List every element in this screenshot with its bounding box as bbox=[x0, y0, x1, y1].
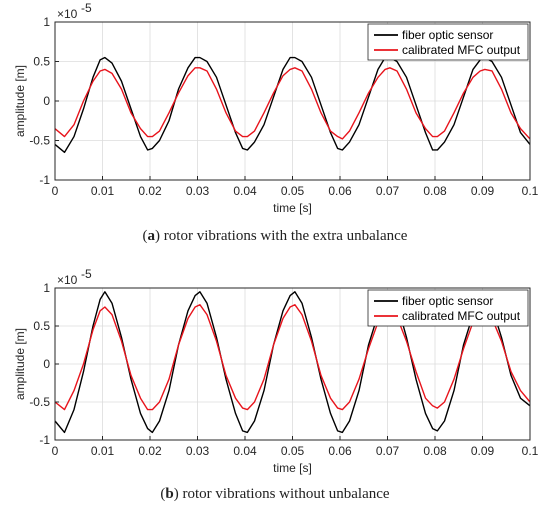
chart-a-ytick-label-3: 0.5 bbox=[33, 55, 50, 69]
chart-b-xtick-label-3: 0.03 bbox=[186, 444, 210, 458]
chart-b-xlabel: time [s] bbox=[273, 461, 312, 475]
chart-b-legend-label-0: fiber optic sensor bbox=[402, 294, 493, 308]
chart-b-y-multiplier: ×10 bbox=[57, 273, 78, 287]
chart-a-legend-box bbox=[367, 23, 529, 61]
chart-a-xtick-label-3: 0.03 bbox=[186, 184, 210, 198]
chart-b-xtick-label-10: 0.1 bbox=[522, 444, 539, 458]
chart-a-legend-label-1: calibrated MFC output bbox=[402, 43, 521, 57]
chart-a-xtick-label-7: 0.07 bbox=[376, 184, 400, 198]
chart-a-xtick-label-2: 0.02 bbox=[138, 184, 162, 198]
chart-b-xtick-label-0: 0 bbox=[52, 444, 59, 458]
chart-a-xlabel: time [s] bbox=[273, 201, 312, 215]
chart-b-ytick-label-3: 0.5 bbox=[33, 319, 50, 333]
chart-b-legend-label-1: calibrated MFC output bbox=[402, 309, 521, 323]
caption-a-letter: a bbox=[147, 228, 156, 244]
caption-a-text: rotor vibrations with the extra unbalanc… bbox=[163, 228, 408, 244]
chart-b-ytick-label-2: 0 bbox=[43, 357, 50, 371]
chart-a-xtick-label-4: 0.04 bbox=[233, 184, 257, 198]
chart-a-series-fiber-optic bbox=[54, 56, 531, 154]
chart-a-xtick-label-8: 0.08 bbox=[423, 184, 447, 198]
chart-a-xtick-label-0: 0 bbox=[52, 184, 59, 198]
chart-b-series-mfc bbox=[54, 304, 531, 411]
chart-a-xtick-label-10: 0.1 bbox=[522, 184, 539, 198]
chart-a-ytick-label-2: 0 bbox=[43, 94, 50, 108]
chart-b-ytick-label-4: 1 bbox=[43, 281, 50, 295]
chart-b-xtick-label-7: 0.07 bbox=[376, 444, 400, 458]
chart-a-ytick-label-0: -1 bbox=[39, 173, 50, 187]
caption-b: (b) rotor vibrations without unbalance bbox=[160, 486, 390, 502]
chart-b-ytick-label-1: -0.5 bbox=[29, 395, 50, 409]
chart-b-ylabel: amplitude [m] bbox=[13, 328, 27, 400]
chart-a-ylabel: amplitude [m] bbox=[13, 65, 27, 137]
chart-a: 0 0.01 0.02 0.03 0.04 0.05 0.06 0.07 0.08 0.09 0.1… bbox=[13, 1, 539, 215]
caption-b-text: rotor vibrations without unbalance bbox=[182, 486, 390, 502]
caption-b-letter: b bbox=[165, 486, 174, 502]
chart-b-xtick-label-5: 0.05 bbox=[281, 444, 305, 458]
chart-b-xtick-label-6: 0.06 bbox=[328, 444, 352, 458]
chart-b-y-exponent: -5 bbox=[81, 267, 92, 281]
chart-b: 0 0.01 0.02 0.03 0.04 0.05 0.06 0.07 0.08 0.09 0.1… bbox=[13, 267, 539, 475]
chart-a-series-mfc bbox=[54, 67, 531, 140]
chart-b-xtick-label-2: 0.02 bbox=[138, 444, 162, 458]
chart-b-legend-box bbox=[367, 289, 529, 327]
chart-a-xtick-label-9: 0.09 bbox=[471, 184, 495, 198]
chart-a-ytick-label-1: -0.5 bbox=[29, 134, 50, 148]
chart-a-xtick-label-1: 0.01 bbox=[91, 184, 115, 198]
chart-b-xtick-label-8: 0.08 bbox=[423, 444, 447, 458]
chart-b-xtick-label-9: 0.09 bbox=[471, 444, 495, 458]
chart-a-xtick-label-5: 0.05 bbox=[281, 184, 305, 198]
chart-a-legend-label-0: fiber optic sensor bbox=[402, 28, 493, 42]
chart-b-xtick-label-1: 0.01 bbox=[91, 444, 115, 458]
chart-a-y-exponent: -5 bbox=[81, 1, 92, 15]
chart-a-ytick-label-4: 1 bbox=[43, 15, 50, 29]
chart-b-series-fiber-optic bbox=[54, 291, 531, 434]
caption-a: (a) rotor vibrations with the extra unba… bbox=[142, 228, 408, 244]
chart-a-y-multiplier: ×10 bbox=[57, 7, 78, 21]
chart-b-xtick-label-4: 0.04 bbox=[233, 444, 257, 458]
chart-b-ytick-label-0: -1 bbox=[39, 433, 50, 447]
chart-a-xtick-label-6: 0.06 bbox=[328, 184, 352, 198]
